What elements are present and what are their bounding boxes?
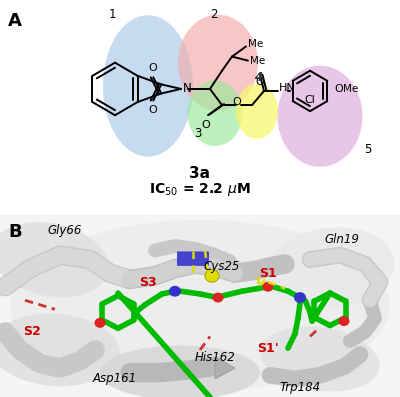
Text: 3: 3 — [194, 127, 202, 140]
Text: 4: 4 — [254, 71, 262, 84]
Text: S1': S1' — [257, 342, 279, 355]
Text: O: O — [148, 104, 157, 115]
Text: His162: His162 — [195, 351, 235, 364]
Text: Gln19: Gln19 — [324, 233, 360, 246]
Text: O: O — [233, 97, 241, 107]
FancyBboxPatch shape — [177, 251, 209, 266]
Ellipse shape — [260, 326, 380, 391]
Text: 2: 2 — [210, 8, 218, 21]
Text: O: O — [148, 63, 157, 73]
Text: Cl: Cl — [304, 95, 316, 105]
Circle shape — [212, 293, 224, 303]
Ellipse shape — [100, 345, 260, 397]
Circle shape — [338, 316, 350, 326]
Text: O: O — [334, 84, 343, 94]
Text: Me: Me — [250, 56, 265, 66]
Text: S1: S1 — [259, 267, 277, 279]
Text: O: O — [202, 120, 210, 130]
Circle shape — [94, 318, 106, 328]
Ellipse shape — [188, 80, 242, 146]
Text: Cys25: Cys25 — [204, 260, 240, 273]
Circle shape — [262, 282, 274, 292]
Text: Asp161: Asp161 — [93, 372, 137, 385]
Text: N: N — [183, 83, 192, 95]
Ellipse shape — [278, 66, 362, 167]
Text: IC$_{50}$ = 2.2 $\mu$M: IC$_{50}$ = 2.2 $\mu$M — [149, 181, 251, 198]
Ellipse shape — [103, 15, 193, 157]
Text: Me: Me — [248, 39, 263, 50]
Ellipse shape — [266, 227, 394, 310]
Ellipse shape — [178, 15, 258, 111]
Text: 5: 5 — [364, 143, 372, 156]
Ellipse shape — [0, 222, 109, 297]
Ellipse shape — [0, 314, 120, 386]
Polygon shape — [215, 357, 235, 379]
Text: 3a: 3a — [190, 166, 210, 181]
Text: HN: HN — [279, 83, 296, 93]
Ellipse shape — [236, 83, 278, 139]
Text: Gly66: Gly66 — [48, 224, 82, 237]
Text: O: O — [256, 77, 264, 87]
Text: Me: Me — [343, 84, 358, 94]
Text: B: B — [8, 224, 22, 241]
Text: S2: S2 — [23, 326, 41, 338]
Circle shape — [294, 292, 306, 303]
Ellipse shape — [10, 220, 390, 391]
Circle shape — [169, 286, 181, 297]
Text: Trp184: Trp184 — [280, 382, 320, 395]
Text: S3: S3 — [139, 276, 157, 289]
Text: 1: 1 — [108, 8, 116, 21]
Text: A: A — [8, 12, 22, 30]
Circle shape — [205, 270, 219, 282]
